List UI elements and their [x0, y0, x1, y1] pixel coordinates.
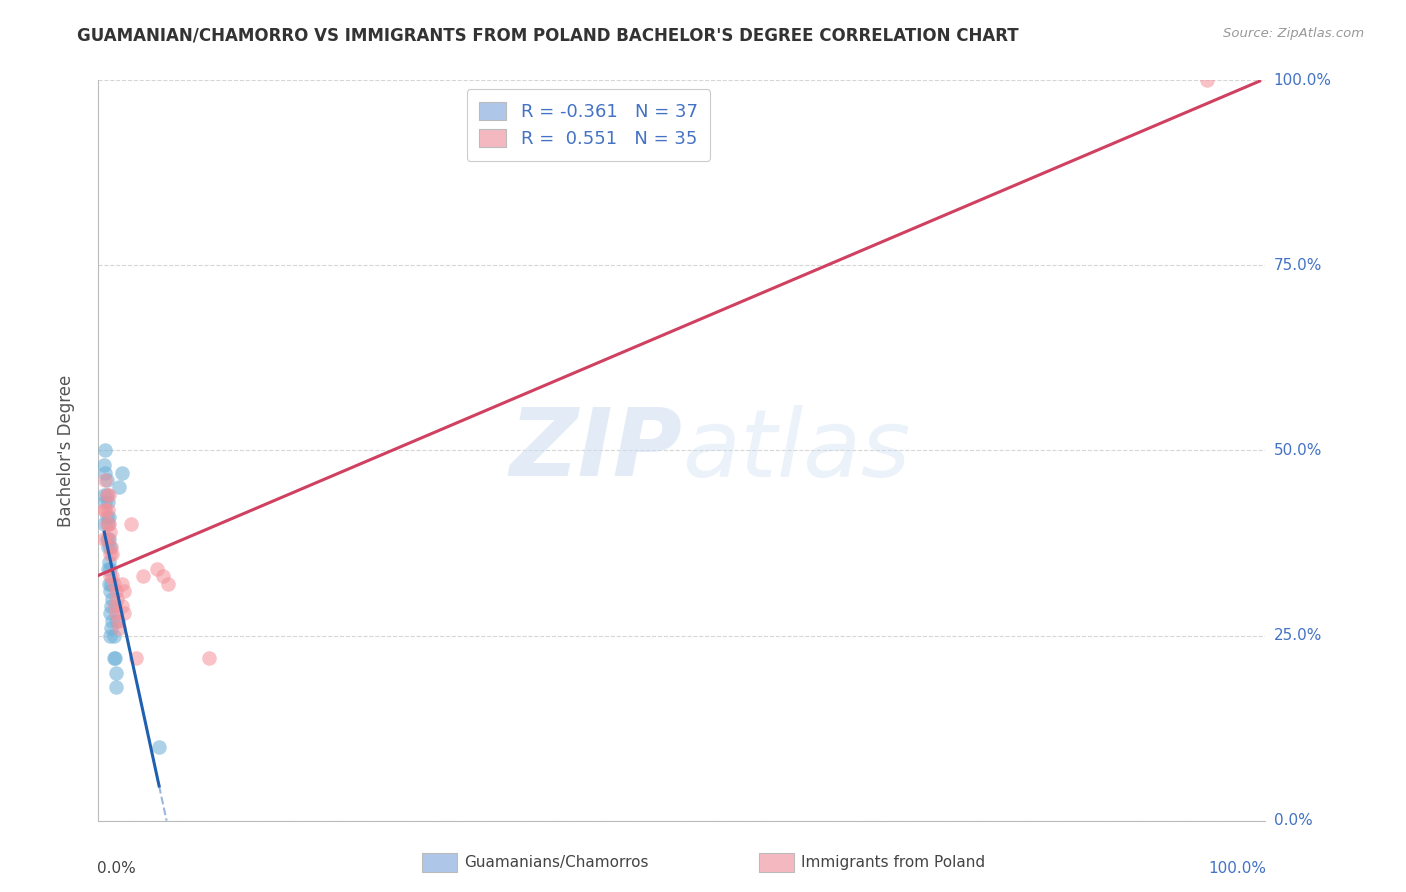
- Point: [107, 614, 129, 628]
- Point: [97, 495, 120, 509]
- Point: [97, 576, 120, 591]
- Point: [157, 576, 180, 591]
- Text: 50.0%: 50.0%: [1274, 443, 1322, 458]
- Text: Source: ZipAtlas.com: Source: ZipAtlas.com: [1223, 27, 1364, 40]
- Point: [103, 576, 125, 591]
- Point: [108, 621, 131, 635]
- Point: [98, 540, 121, 554]
- Point: [94, 473, 117, 487]
- Text: 100.0%: 100.0%: [1209, 862, 1267, 876]
- Point: [148, 739, 170, 754]
- Text: Guamanians/Chamorros: Guamanians/Chamorros: [464, 855, 648, 870]
- Point: [93, 458, 115, 473]
- Point: [105, 591, 128, 606]
- Text: 0.0%: 0.0%: [1274, 814, 1312, 828]
- Point: [1195, 73, 1218, 87]
- Point: [198, 650, 221, 665]
- Point: [93, 488, 115, 502]
- Point: [112, 607, 135, 621]
- Point: [97, 510, 120, 524]
- Point: [98, 584, 121, 599]
- Point: [112, 584, 135, 599]
- Point: [105, 614, 128, 628]
- Point: [152, 569, 174, 583]
- Point: [98, 547, 121, 561]
- Point: [101, 547, 124, 561]
- Text: 100.0%: 100.0%: [1274, 73, 1331, 87]
- Point: [146, 562, 169, 576]
- Point: [101, 591, 124, 606]
- Point: [97, 488, 120, 502]
- Text: 25.0%: 25.0%: [1274, 628, 1322, 643]
- Point: [104, 584, 127, 599]
- Point: [111, 576, 134, 591]
- Point: [96, 473, 118, 487]
- Point: [120, 517, 142, 532]
- Point: [108, 480, 131, 494]
- Point: [97, 502, 120, 516]
- Point: [96, 517, 118, 532]
- Y-axis label: Bachelor's Degree: Bachelor's Degree: [56, 375, 75, 526]
- Point: [96, 488, 118, 502]
- Point: [97, 555, 120, 569]
- Point: [111, 599, 134, 613]
- Text: ZIP: ZIP: [509, 404, 682, 497]
- Point: [94, 502, 117, 516]
- Point: [98, 569, 121, 583]
- Text: 0.0%: 0.0%: [97, 862, 136, 876]
- Point: [111, 466, 134, 480]
- Point: [93, 533, 115, 547]
- Point: [96, 533, 118, 547]
- Text: 75.0%: 75.0%: [1274, 258, 1322, 273]
- Point: [97, 517, 120, 532]
- Point: [103, 628, 125, 642]
- Point: [100, 621, 122, 635]
- Point: [93, 502, 115, 516]
- Point: [97, 562, 120, 576]
- Point: [104, 650, 127, 665]
- Point: [125, 650, 148, 665]
- Point: [101, 614, 124, 628]
- Point: [94, 466, 117, 480]
- Point: [98, 562, 121, 576]
- Point: [104, 665, 127, 680]
- Point: [94, 443, 117, 458]
- Point: [100, 540, 122, 554]
- Point: [100, 576, 122, 591]
- Point: [98, 524, 121, 539]
- Point: [104, 681, 127, 695]
- Point: [96, 510, 118, 524]
- Point: [104, 599, 127, 613]
- Point: [93, 517, 115, 532]
- Legend: R = -0.361   N = 37, R =  0.551   N = 35: R = -0.361 N = 37, R = 0.551 N = 35: [467, 89, 710, 161]
- Point: [97, 533, 120, 547]
- Point: [98, 628, 121, 642]
- Point: [97, 533, 120, 547]
- Text: GUAMANIAN/CHAMORRO VS IMMIGRANTS FROM POLAND BACHELOR'S DEGREE CORRELATION CHART: GUAMANIAN/CHAMORRO VS IMMIGRANTS FROM PO…: [77, 27, 1019, 45]
- Point: [97, 517, 120, 532]
- Point: [94, 495, 117, 509]
- Point: [97, 540, 120, 554]
- Point: [103, 650, 125, 665]
- Point: [98, 607, 121, 621]
- Text: Immigrants from Poland: Immigrants from Poland: [801, 855, 986, 870]
- Point: [96, 488, 118, 502]
- Point: [101, 569, 124, 583]
- Text: atlas: atlas: [682, 405, 910, 496]
- Point: [100, 599, 122, 613]
- Point: [132, 569, 155, 583]
- Point: [104, 607, 127, 621]
